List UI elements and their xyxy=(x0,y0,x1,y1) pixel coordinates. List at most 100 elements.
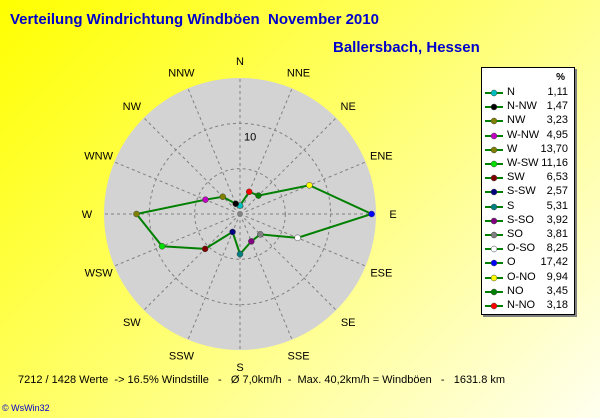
radial-tick-labels: 10 xyxy=(244,131,256,143)
legend-swatch-dot xyxy=(490,89,498,97)
series-layer xyxy=(133,182,375,258)
legend-swatch xyxy=(485,146,503,154)
legend-entry: W-SW 11,16 xyxy=(482,157,574,171)
legend-label: SO xyxy=(507,228,523,240)
direction-label-nne: NNE xyxy=(287,68,310,80)
data-point-ne xyxy=(255,192,262,199)
direction-label-sw: SW xyxy=(123,317,141,329)
legend-entry: N-NO 3,18 xyxy=(482,299,574,313)
legend-value: 3,92 xyxy=(546,213,568,226)
legend-label: NW xyxy=(507,114,526,127)
grid-spoke-ssw xyxy=(187,213,241,340)
legend-entry: SW 6,53 xyxy=(482,171,574,185)
stats-footer: 7212 / 1428 Werte -> 16.5% Windstille - … xyxy=(18,374,506,386)
legend-swatch xyxy=(485,132,503,139)
legend-value: 9,94 xyxy=(546,270,568,283)
data-point-nnw xyxy=(232,200,239,207)
data-point-wnw xyxy=(202,196,209,203)
grid-spoke-sw xyxy=(143,213,241,311)
legend-value: 3,18 xyxy=(546,299,568,311)
legend-entry: O-NO 9,94 xyxy=(482,271,574,285)
grid-spoke-nw xyxy=(143,117,241,215)
legend-label: N-NW xyxy=(507,100,537,113)
legend-value: 4,95 xyxy=(546,128,568,141)
legend-swatch xyxy=(485,302,503,310)
legend-swatch xyxy=(485,217,503,225)
legend-swatch xyxy=(485,89,503,97)
legend-swatch-dot xyxy=(490,132,498,139)
legend-entry: S-SW 2,57 xyxy=(482,185,574,199)
legend-label: NO xyxy=(507,284,524,297)
data-point-e xyxy=(368,210,375,218)
data-point-w xyxy=(133,210,140,218)
legend-unit: % xyxy=(556,72,565,83)
legend-swatch xyxy=(485,245,503,253)
legend-label: N xyxy=(507,86,515,98)
direction-label-wsw: WSW xyxy=(85,268,114,280)
legend-swatch-dot xyxy=(490,118,498,125)
grid-spoke-se xyxy=(239,213,337,311)
direction-label-n: N xyxy=(236,56,244,68)
direction-label-ne: NE xyxy=(341,101,356,113)
legend-value: 3,23 xyxy=(546,114,568,127)
legend-swatch xyxy=(485,118,503,125)
data-point-nne xyxy=(245,188,253,196)
radial-grid xyxy=(104,78,376,350)
legend-swatch xyxy=(485,231,503,239)
legend-entry: SO 3,81 xyxy=(482,228,574,242)
direction-label-sse: SSE xyxy=(288,350,310,362)
data-point-sw xyxy=(201,245,209,253)
grid-spoke-ne xyxy=(239,117,337,215)
legend-swatch xyxy=(485,260,503,267)
direction-label-e: E xyxy=(389,209,396,221)
legend-entry: O 17,42 xyxy=(482,256,574,270)
legend-label: O-SO xyxy=(507,242,536,255)
legend-label: SW xyxy=(507,171,525,184)
legend-swatch-dot xyxy=(490,103,498,111)
legend-swatch-dot xyxy=(490,245,498,253)
legend-label: S-SW xyxy=(507,185,536,198)
legend-label: O xyxy=(507,256,516,269)
legend-value: 3,45 xyxy=(546,284,568,297)
direction-label-wnw: WNW xyxy=(84,150,113,162)
legend-entry: NW 3,23 xyxy=(482,114,574,128)
legend-swatch-dot xyxy=(490,146,498,154)
legend-value: 1,11 xyxy=(547,86,568,98)
legend-swatch-dot xyxy=(490,274,498,281)
legend-swatch-dot xyxy=(490,203,498,210)
data-point-ese xyxy=(294,234,301,242)
legend-entry: W 13,70 xyxy=(482,143,574,157)
legend-label: O-NO xyxy=(507,270,536,283)
grid-ring-1 xyxy=(194,168,286,260)
direction-label-s: S xyxy=(236,362,243,374)
legend-label: W-NW xyxy=(507,128,540,141)
legend-value: 11,16 xyxy=(541,157,568,169)
legend-swatch xyxy=(485,288,503,296)
legend-entry: S-SO 3,92 xyxy=(482,214,574,228)
data-point-se xyxy=(257,231,264,238)
legend-swatch-dot xyxy=(490,189,498,196)
grid-spoke-sse xyxy=(239,213,293,340)
grid-spoke-wsw xyxy=(114,213,241,267)
legend-swatch-dot xyxy=(490,217,498,225)
grid-spoke-ene xyxy=(239,161,366,215)
legend-entry: O-SO 8,25 xyxy=(482,242,574,256)
direction-label-se: SE xyxy=(341,317,356,329)
grid-spoke-nnw xyxy=(187,88,241,215)
legend-swatch-dot xyxy=(490,231,498,239)
chart-subtitle: Ballersbach, Hessen xyxy=(333,39,480,56)
data-point-s xyxy=(236,250,244,258)
direction-label-w: W xyxy=(82,209,93,221)
legend-swatch xyxy=(485,203,503,210)
legend-value: 17,42 xyxy=(540,256,568,269)
legend-value: 8,25 xyxy=(546,242,568,255)
legend-swatch xyxy=(485,189,503,196)
grid-spoke-wnw xyxy=(114,161,241,215)
legend-entry: N 1,11 xyxy=(482,86,574,100)
direction-label-nnw: NNW xyxy=(168,68,195,80)
credit-label: © WsWin32 xyxy=(2,403,50,413)
grid-spoke-nne xyxy=(239,88,293,215)
legend-value: 6,53 xyxy=(546,171,568,184)
